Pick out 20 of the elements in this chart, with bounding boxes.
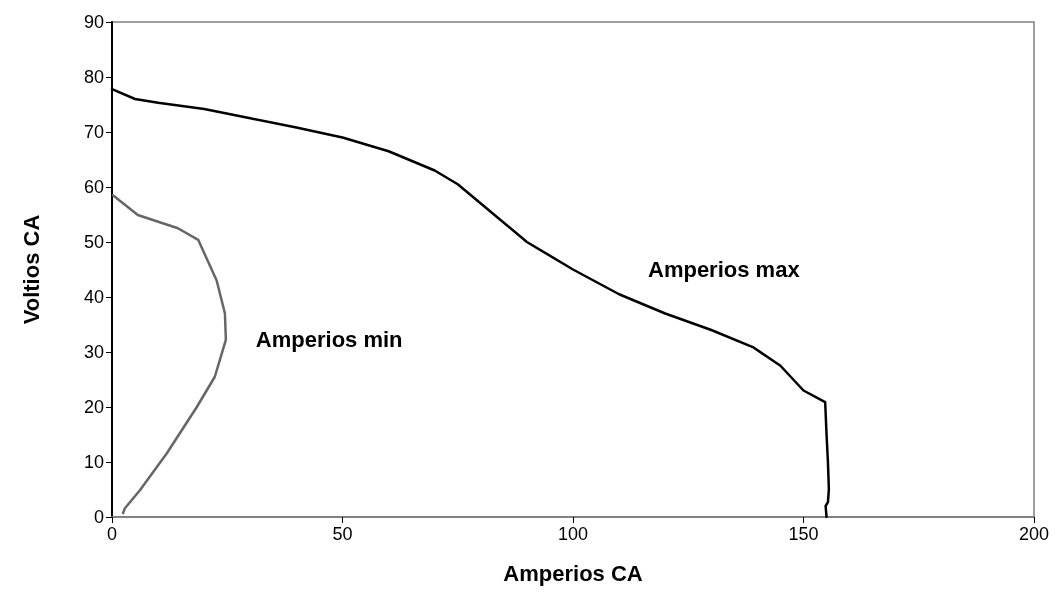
x-tick-label: 100	[557, 524, 589, 544]
series-label: Amperios min	[255, 327, 403, 353]
y-tick-label: 80	[83, 67, 104, 87]
x-tick-label: 200	[1018, 524, 1050, 544]
y-tick-label: 40	[83, 287, 104, 307]
x-tick-label: 50	[332, 524, 353, 544]
y-tick-label: 20	[83, 397, 104, 417]
y-tick-label: 30	[83, 342, 104, 362]
y-axis-title: Voltios CA	[18, 214, 44, 325]
line-series	[111, 194, 228, 515]
y-tick-label: 70	[83, 122, 104, 142]
y-tick-label: 60	[83, 177, 104, 197]
series-label: Amperios max	[648, 257, 801, 282]
y-tick-label: 10	[83, 452, 104, 472]
x-tick-label: 150	[788, 524, 819, 544]
y-tick-label: 0	[93, 507, 104, 527]
x-tick-label: 0	[106, 524, 118, 544]
y-tick-label: 50	[83, 232, 104, 252]
x-axis-title: Amperios CA	[503, 560, 643, 586]
y-tick-label: 90	[83, 12, 104, 32]
